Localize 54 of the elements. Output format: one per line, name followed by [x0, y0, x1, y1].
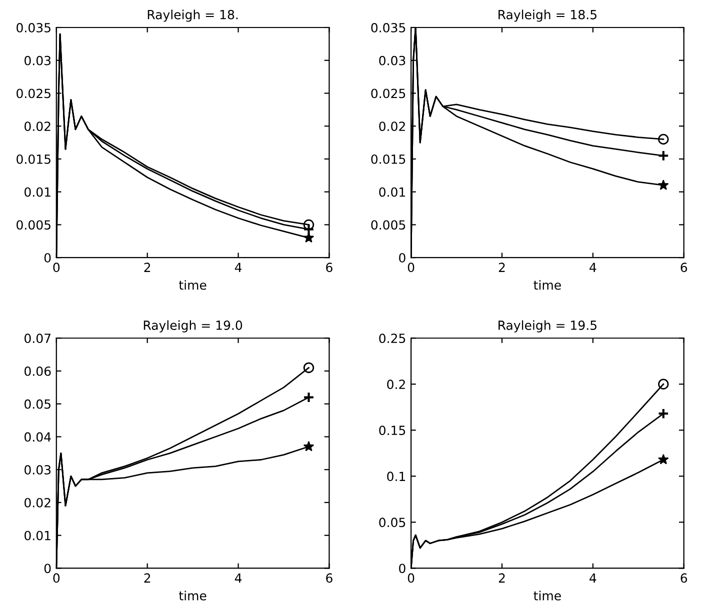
y-tick-label: 0.03 — [24, 56, 51, 66]
y-tick-label: 0.15 — [379, 426, 406, 436]
x-axis-title: time — [534, 280, 561, 290]
chart-title: Rayleigh = 19.5 — [498, 320, 596, 332]
x-tick-label: 6 — [326, 262, 332, 272]
y-tick-label: 0.1 — [387, 472, 406, 482]
x-tick-label: 2 — [498, 573, 505, 583]
y-tick-label: 0.03 — [379, 56, 406, 66]
chart-title: Rayleigh = 18. — [148, 10, 238, 22]
y-tick-label: 0.01 — [24, 530, 50, 540]
y-tick-label: 0.01 — [24, 187, 50, 197]
chart-title: Rayleigh = 18.5 — [498, 10, 596, 22]
x-tick-label: 2 — [144, 573, 150, 583]
y-tick-label: 0.015 — [16, 154, 50, 164]
x-tick-label: 0 — [408, 262, 414, 272]
y-tick-label: 0 — [44, 253, 51, 263]
y-tick-label: 0.005 — [371, 220, 406, 230]
x-axis-title: time — [534, 590, 561, 600]
y-tick-label: 0.035 — [16, 22, 50, 32]
y-tick-label: 0.02 — [24, 498, 50, 508]
y-tick-label: 0.05 — [379, 518, 406, 528]
x-axis-title: time — [179, 280, 206, 290]
x-tick-label: 6 — [326, 573, 332, 583]
y-tick-label: 0.01 — [379, 187, 406, 197]
y-tick-label: 0.035 — [371, 22, 406, 32]
y-tick-label: 0.02 — [379, 122, 405, 132]
x-tick-label: 4 — [234, 262, 242, 272]
y-tick-label: 0 — [44, 564, 51, 574]
y-tick-label: 0.05 — [24, 399, 50, 409]
x-tick-label: 2 — [144, 262, 150, 272]
x-tick-label: 4 — [234, 573, 242, 583]
x-tick-label: 6 — [680, 573, 688, 583]
x-tick-label: 4 — [590, 262, 596, 272]
y-tick-label: 0.02 — [24, 122, 50, 132]
y-tick-label: 0.04 — [24, 432, 51, 442]
y-tick-label: 0.06 — [24, 366, 51, 376]
x-tick-label: 4 — [590, 573, 596, 583]
x-tick-label: 0 — [53, 573, 60, 583]
x-axis-title: time — [179, 590, 206, 600]
y-tick-label: 0.025 — [16, 88, 50, 98]
x-tick-label: 6 — [680, 262, 688, 272]
y-tick-label: 0.03 — [24, 465, 51, 475]
y-tick-label: 0 — [399, 253, 406, 263]
y-tick-label: 0.07 — [24, 334, 50, 344]
y-tick-label: 0 — [399, 564, 406, 574]
y-tick-label: 0.2 — [387, 380, 405, 390]
x-tick-label: 0 — [53, 262, 60, 272]
x-tick-label: 2 — [498, 262, 505, 272]
y-tick-label: 0.015 — [371, 154, 406, 164]
x-tick-label: 0 — [408, 573, 414, 583]
y-tick-label: 0.025 — [371, 88, 406, 98]
y-tick-label: 0.25 — [379, 334, 406, 344]
chart-title: Rayleigh = 19.0 — [144, 320, 242, 332]
y-tick-label: 0.005 — [16, 220, 50, 230]
